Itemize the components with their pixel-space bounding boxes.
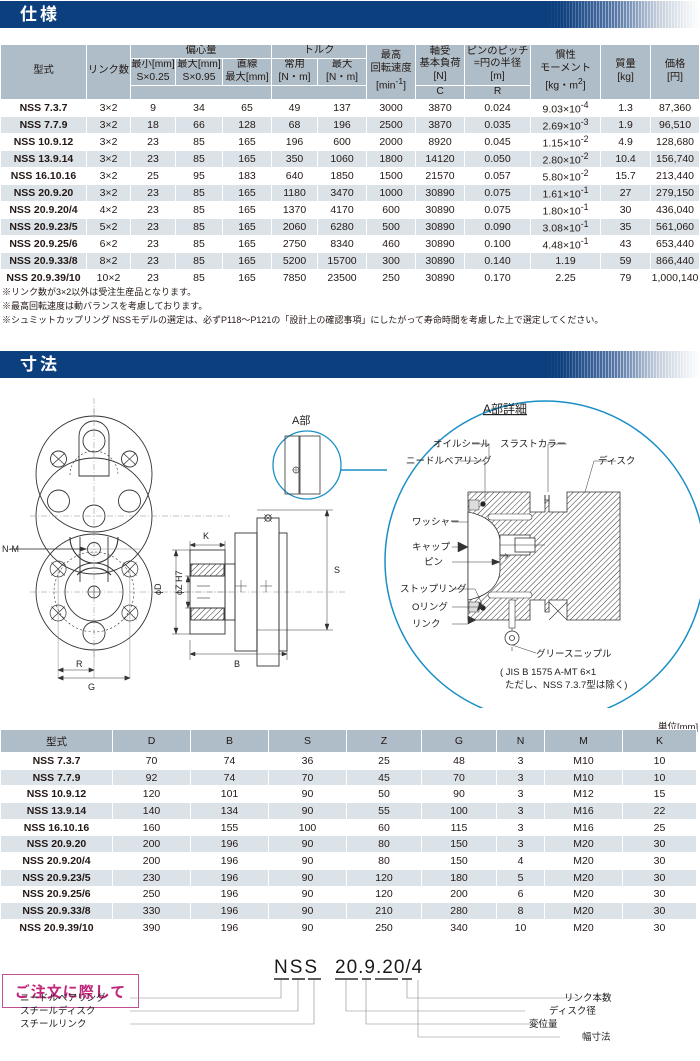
- svg-text:N-M: N-M: [2, 544, 19, 554]
- svg-text:スラストカラー: スラストカラー: [500, 439, 566, 450]
- svg-text:変位量: 変位量: [529, 1018, 558, 1030]
- svg-text:幅寸法: 幅寸法: [582, 1031, 611, 1043]
- svg-text:グリースニップル: グリースニップル: [536, 648, 612, 660]
- svg-text:K: K: [203, 531, 209, 541]
- svg-text:スチールリンク: スチールリンク: [20, 1019, 87, 1030]
- svg-text:ϕD: ϕD: [153, 583, 163, 595]
- svg-text:S: S: [334, 565, 340, 575]
- svg-text:スチールディスク: スチールディスク: [20, 1005, 95, 1017]
- svg-text:ピン: ピン: [424, 557, 443, 568]
- svg-text:20.9.20/4: 20.9.20/4: [335, 957, 423, 978]
- svg-text:( JIS B 1575 A-MT 6×1: ( JIS B 1575 A-MT 6×1: [500, 667, 596, 678]
- svg-text:G: G: [88, 682, 95, 692]
- svg-text:Oリング: Oリング: [412, 601, 448, 613]
- svg-text:NSS: NSS: [274, 957, 319, 978]
- svg-text:キャップ: キャップ: [412, 542, 451, 553]
- svg-text:ニードルベアリング: ニードルベアリング: [20, 992, 106, 1004]
- svg-text:ディスク: ディスク: [598, 455, 635, 467]
- svg-text:ニードルベアリング: ニードルベアリング: [406, 455, 492, 467]
- svg-text:B: B: [234, 659, 240, 669]
- svg-text:R: R: [76, 659, 83, 669]
- svg-text:ストップリング: ストップリング: [400, 583, 467, 595]
- svg-text:リンク本数: リンク本数: [564, 992, 612, 1004]
- svg-text:オイルシール: オイルシール: [433, 439, 491, 450]
- svg-text:ワッシャー: ワッシャー: [412, 517, 460, 528]
- svg-text:ディスク径: ディスク径: [549, 1005, 596, 1017]
- svg-text:A部: A部: [292, 414, 310, 427]
- svg-text:リンク: リンク: [412, 619, 441, 630]
- svg-text:A部詳細: A部詳細: [483, 401, 527, 416]
- svg-text:ϕZ H7: ϕZ H7: [174, 570, 184, 595]
- svg-text:ただし、NSS 7.3.7型は除く): ただし、NSS 7.3.7型は除く): [505, 679, 627, 691]
